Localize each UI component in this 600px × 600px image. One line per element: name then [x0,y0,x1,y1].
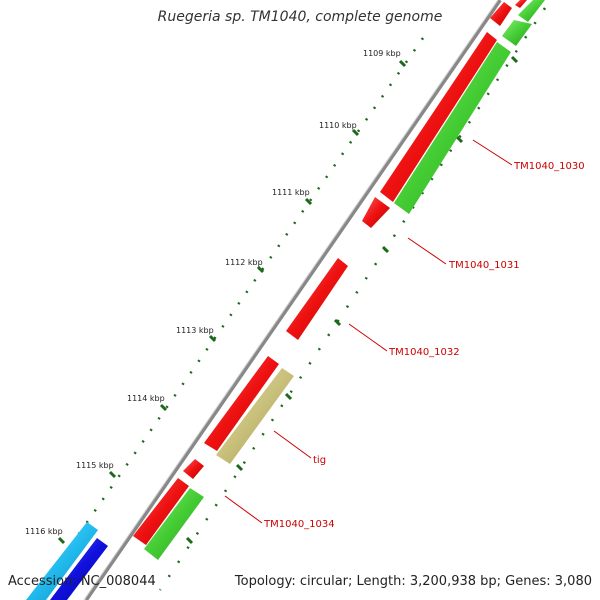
scale-tick-marks [57,55,519,545]
gene-arrow-red[interactable] [362,197,390,228]
tick-mark [381,245,390,254]
tick-mark [208,334,217,343]
gene-label-tig[interactable]: tig [313,455,326,466]
reverse-strand-genes [144,0,545,560]
gene-arrow-red[interactable] [490,2,512,26]
tick-label: 1109 kbp [363,49,401,58]
tick-mark [108,470,117,479]
gene-label-tm1040-1032[interactable]: TM1040_1032 [388,347,460,358]
tick-mark [398,59,407,68]
tick-label: 1111 kbp [272,188,310,197]
gene-label-tm1040-1034[interactable]: TM1040_1034 [263,519,335,530]
leader-lines [224,139,513,524]
leader-line [273,430,312,459]
tick-mark [185,536,194,545]
gene-label-tm1040-1031[interactable]: TM1040_1031 [448,260,520,271]
tick-mark [57,536,66,545]
tick-mark [256,265,265,274]
gene-arrow-green[interactable] [394,42,511,214]
tick-mark [455,135,464,144]
gene-arrow-red[interactable] [204,356,279,451]
leader-line [224,495,263,524]
tick-mark [284,392,293,401]
gene-arrow-green[interactable] [144,488,204,560]
scale-tick-labels: 1109 kbp 1110 kbp 1111 kbp 1112 kbp 1113… [25,49,401,536]
gene-arrow-red[interactable] [183,459,204,479]
tick-mark [510,55,519,64]
tick-mark [304,197,313,206]
genome-backbone-highlight [83,0,499,600]
inner-dotted-track [158,7,547,591]
gene-labels: TM1040_1030 TM1040_1031 TM1040_1032 tig … [263,161,585,530]
outer-dotted-track [38,37,425,591]
leader-line [472,139,513,166]
tick-label: 1110 kbp [319,121,357,130]
tick-mark [333,318,342,327]
gene-arrow-red[interactable] [380,32,497,202]
leader-line [348,323,388,352]
tick-label: 1112 kbp [225,258,263,267]
tick-label: 1113 kbp [176,326,214,335]
gene-arrow-red[interactable] [133,478,189,545]
gene-arrow-blue[interactable] [50,538,108,600]
gene-arrow-green[interactable] [518,0,545,22]
genome-summary-text: Topology: circular; Length: 3,200,938 bp… [234,574,592,589]
tick-mark [235,463,244,472]
tick-mark [351,128,360,137]
genome-backbone [84,0,502,600]
gene-arrow-cyan[interactable] [26,522,98,600]
leader-line [407,237,447,265]
gene-label-tm1040-1030[interactable]: TM1040_1030 [513,161,585,172]
tick-label: 1115 kbp [76,461,114,470]
gene-arrow-red[interactable] [286,258,348,340]
accession-text: Accession: NC_008044 [8,574,156,589]
map-title: Ruegeria sp. TM1040, complete genome [157,9,443,25]
gene-arrow-green[interactable] [502,20,532,46]
tick-label: 1114 kbp [127,394,165,403]
gene-arrow-red[interactable] [515,0,527,8]
gene-arrow-tig[interactable] [216,368,294,464]
tick-label: 1116 kbp [25,527,63,536]
forward-strand-genes [133,0,527,545]
tick-mark [159,403,168,412]
